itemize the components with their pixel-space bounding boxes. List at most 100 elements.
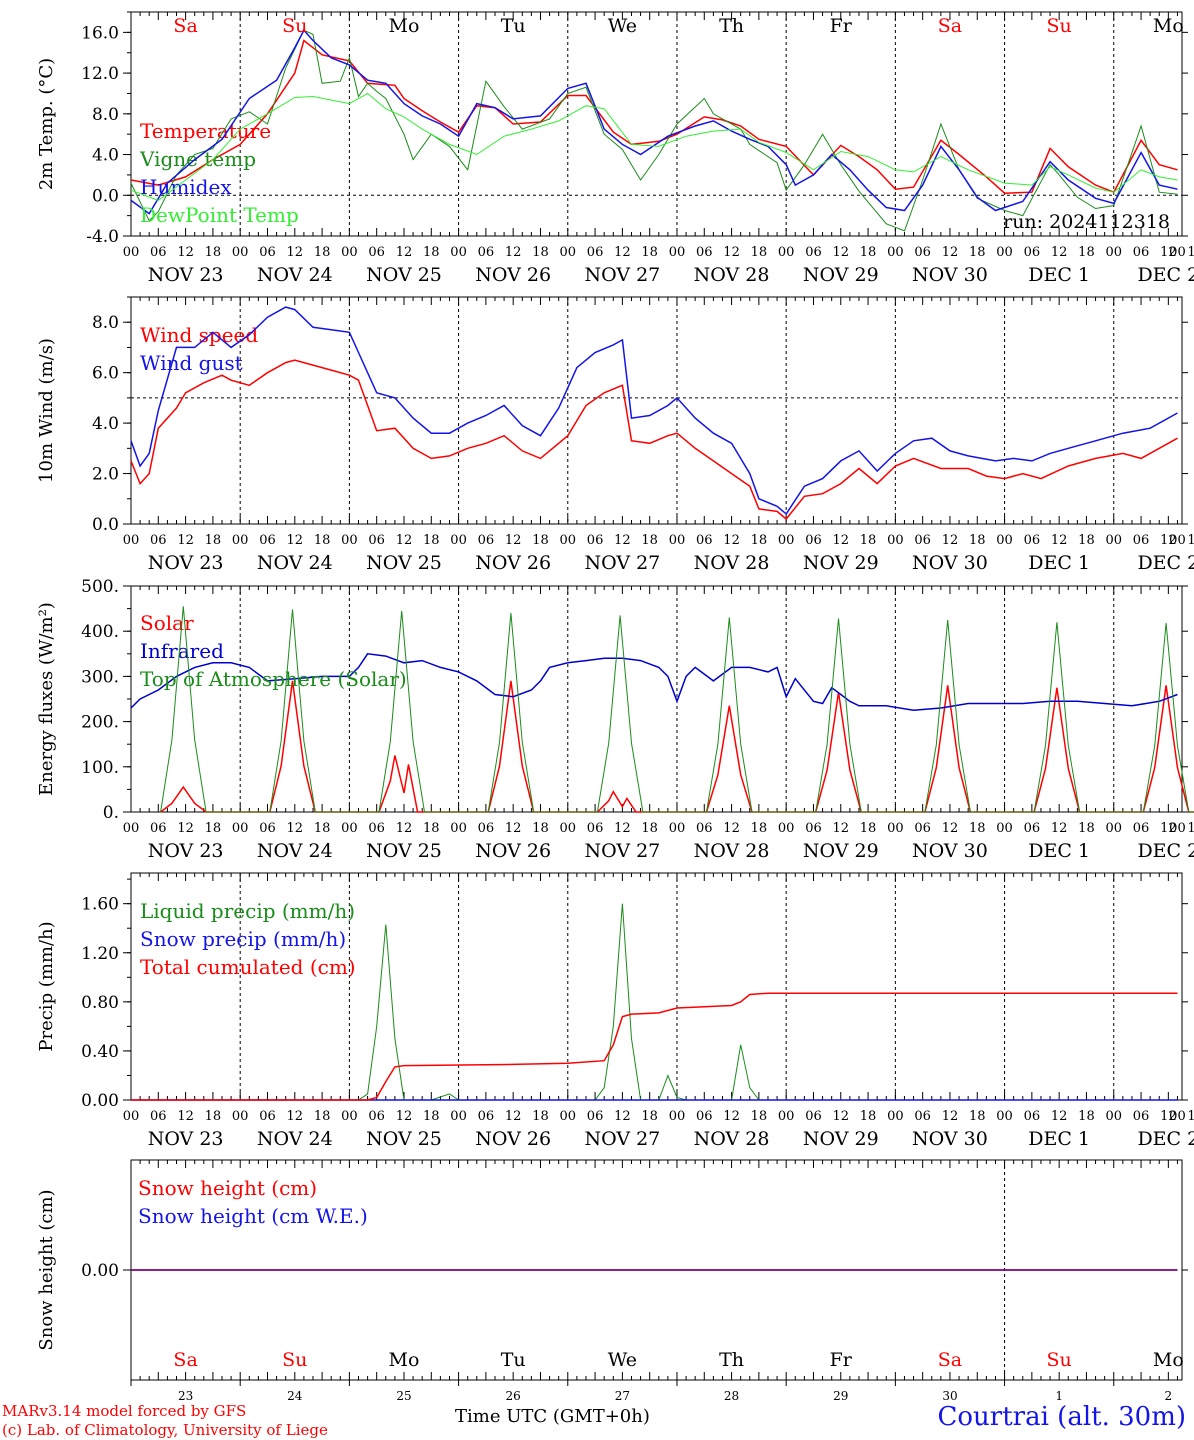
hour-tick-label: 18 (641, 821, 658, 836)
hour-tick-label: 18 (532, 821, 549, 836)
hour-tick-label: 00 (996, 533, 1013, 548)
legend-entry: Wind gust (140, 351, 243, 375)
weekday-label: Mo (1153, 1349, 1184, 1371)
hour-tick-label: 06 (696, 245, 713, 260)
hour-tick-label: 06 (805, 533, 822, 548)
y-axis-label: 10m Wind (m/s) (36, 338, 57, 483)
panel-4: 0.00 0.40 0.80 1.20 1.60 Precip (mm/h) Liquid … (36, 872, 1194, 1150)
date-label: NOV 26 (475, 1128, 551, 1150)
legend-entry: Vigne temp (139, 147, 256, 171)
hour-tick-label: 00 (560, 1109, 577, 1124)
hour-tick-label: 06 (914, 245, 931, 260)
date-label: NOV 28 (694, 1128, 770, 1150)
hour-tick-label: 12 (287, 821, 304, 836)
hour-tick-label: 06 (805, 245, 822, 260)
hour-tick-label: 06 (914, 1109, 931, 1124)
weekday-label: Mo (389, 1349, 420, 1371)
hour-tick-label: 12 (832, 533, 849, 548)
hour-tick-label: 00 (1105, 821, 1122, 836)
y-tick-label: 300. (81, 667, 119, 687)
hour-tick-label: 00 (232, 821, 249, 836)
hour-tick-label: 18 (1187, 533, 1194, 548)
y-tick-label: 8.0 (92, 313, 119, 333)
hour-tick-label: 18 (314, 821, 331, 836)
hour-tick-label: 18 (1078, 821, 1095, 836)
date-label: NOV 26 (475, 552, 551, 574)
date-label: NOV 27 (584, 264, 660, 286)
date-label: NOV 30 (912, 840, 988, 862)
y-tick-label: 2.0 (92, 465, 119, 485)
hour-tick-label: 12 (942, 245, 959, 260)
hour-tick-label: 12 (177, 1109, 194, 1124)
hour-tick-label: 00 (450, 1109, 467, 1124)
date-label: NOV 23 (148, 264, 224, 286)
hour-tick-label: 12 (505, 1109, 522, 1124)
hour-tick-label: 06 (1133, 533, 1150, 548)
hour-tick-label: 06 (150, 245, 167, 260)
date-label: DEC 1 (1028, 1128, 1090, 1150)
hour-tick-label: 12 (832, 821, 849, 836)
hour-tick-label: 00 (341, 821, 358, 836)
hour-tick-label: 00 (232, 533, 249, 548)
hour-tick-label: 00 (669, 245, 686, 260)
weekday-label: We (608, 15, 637, 37)
y-axis-label: 2m Temp. (°C) (36, 58, 57, 190)
date-label: NOV 29 (803, 264, 879, 286)
hour-tick-label: 18 (860, 821, 877, 836)
hour-tick-label: 00 (123, 245, 140, 260)
weekday-label: Tu (501, 15, 526, 37)
weekday-label: Tu (501, 1349, 526, 1371)
weekday-label: We (608, 1349, 637, 1371)
hour-tick-label: 00 (341, 533, 358, 548)
y-tick-label: 4.0 (92, 146, 119, 166)
date-label: NOV 25 (366, 840, 442, 862)
hour-tick-label: 06 (368, 821, 385, 836)
hour-tick-label: 06 (587, 245, 604, 260)
model-line: MARv3.14 model forced by GFS (2, 1402, 247, 1420)
time-axis-label: Time UTC (GMT+0h) (455, 1406, 650, 1427)
hour-tick-label: 18 (860, 245, 877, 260)
y-axis-label: Snow height (cm) (36, 1189, 57, 1350)
hour-tick-label: 18 (860, 533, 877, 548)
y-tick-label: 500. (81, 577, 119, 597)
hour-tick-label: 18 (532, 1109, 549, 1124)
hour-tick-label: 12 (287, 533, 304, 548)
hour-tick-label: 06 (259, 533, 276, 548)
hour-tick-label: 06 (587, 1109, 604, 1124)
date-label: DEC 2 (1137, 552, 1194, 574)
hour-tick-label: 12 (832, 245, 849, 260)
legend-entry: Infrared (140, 639, 224, 663)
weekday-label: Su (282, 15, 307, 37)
hour-tick-label: 18 (314, 1109, 331, 1124)
hour-tick-label: 18 (205, 533, 222, 548)
y-tick-label: 400. (81, 622, 119, 642)
hour-tick-label: 00 (778, 821, 795, 836)
hour-tick-label: 06 (150, 1109, 167, 1124)
weekday-label: Sa (173, 15, 197, 37)
hour-tick-label: 18 (532, 533, 549, 548)
hour-tick-label: 00 (1169, 821, 1186, 836)
weekday-label: Su (282, 1349, 307, 1371)
credit-line: (c) Lab. of Climatology, University of L… (2, 1421, 328, 1439)
y-tick-label: 16.0 (81, 23, 119, 43)
hour-tick-label: 06 (1024, 245, 1041, 260)
hour-tick-label: 18 (969, 821, 986, 836)
weekday-label: Su (1047, 15, 1072, 37)
hour-tick-label: 06 (1133, 1109, 1150, 1124)
hour-tick-label: 06 (368, 1109, 385, 1124)
hour-tick-label: 12 (723, 821, 740, 836)
date-label: NOV 28 (694, 840, 770, 862)
hour-tick-label: 18 (641, 1109, 658, 1124)
y-tick-label: 8.0 (92, 105, 119, 125)
hour-tick-label: 06 (587, 533, 604, 548)
hour-tick-label: 06 (368, 245, 385, 260)
hour-tick-label: 18 (423, 245, 440, 260)
hour-tick-label: 12 (177, 245, 194, 260)
series-line-infrared (130, 652, 1178, 712)
day-number-label: 1 (1055, 1389, 1063, 1403)
hour-tick-label: 00 (341, 245, 358, 260)
y-tick-label: 0.80 (81, 993, 119, 1013)
hour-tick-label: 12 (1051, 533, 1068, 548)
model-credit: MARv3.14 model forced by GFS (c) Lab. of… (2, 1402, 328, 1440)
hour-tick-label: 00 (778, 533, 795, 548)
